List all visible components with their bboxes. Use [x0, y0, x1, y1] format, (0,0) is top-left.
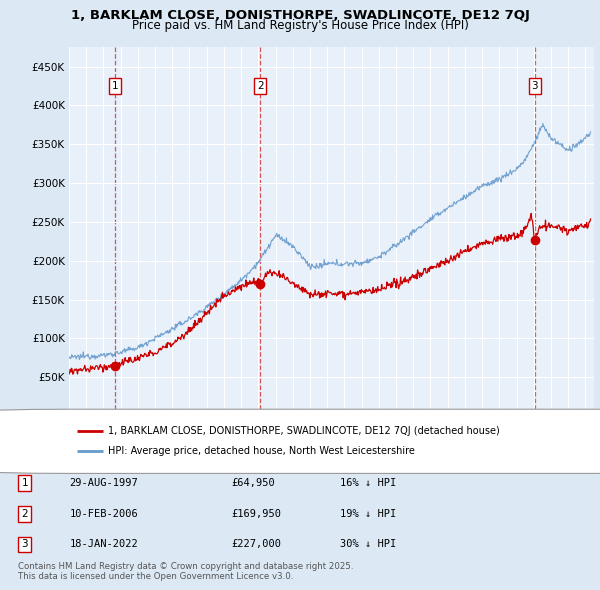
Text: 1: 1	[22, 478, 28, 488]
Text: 2: 2	[22, 509, 28, 519]
Text: £227,000: £227,000	[231, 539, 281, 549]
Text: 30% ↓ HPI: 30% ↓ HPI	[340, 539, 397, 549]
FancyBboxPatch shape	[0, 409, 600, 473]
Text: 19% ↓ HPI: 19% ↓ HPI	[340, 509, 397, 519]
Text: Price paid vs. HM Land Registry's House Price Index (HPI): Price paid vs. HM Land Registry's House …	[131, 19, 469, 32]
Text: 1: 1	[112, 81, 118, 91]
Text: 1, BARKLAM CLOSE, DONISTHORPE, SWADLINCOTE, DE12 7QJ: 1, BARKLAM CLOSE, DONISTHORPE, SWADLINCO…	[71, 9, 529, 22]
Text: 1, BARKLAM CLOSE, DONISTHORPE, SWADLINCOTE, DE12 7QJ (detached house): 1, BARKLAM CLOSE, DONISTHORPE, SWADLINCO…	[109, 427, 500, 436]
Text: 3: 3	[532, 81, 538, 91]
Text: 2: 2	[257, 81, 263, 91]
Text: 18-JAN-2022: 18-JAN-2022	[70, 539, 139, 549]
Text: £169,950: £169,950	[231, 509, 281, 519]
Text: £64,950: £64,950	[231, 478, 275, 488]
Text: 29-AUG-1997: 29-AUG-1997	[70, 478, 139, 488]
Text: HPI: Average price, detached house, North West Leicestershire: HPI: Average price, detached house, Nort…	[109, 447, 415, 456]
Text: Contains HM Land Registry data © Crown copyright and database right 2025.
This d: Contains HM Land Registry data © Crown c…	[18, 562, 353, 581]
Text: 16% ↓ HPI: 16% ↓ HPI	[340, 478, 397, 488]
Text: 3: 3	[22, 539, 28, 549]
Text: 10-FEB-2006: 10-FEB-2006	[70, 509, 139, 519]
